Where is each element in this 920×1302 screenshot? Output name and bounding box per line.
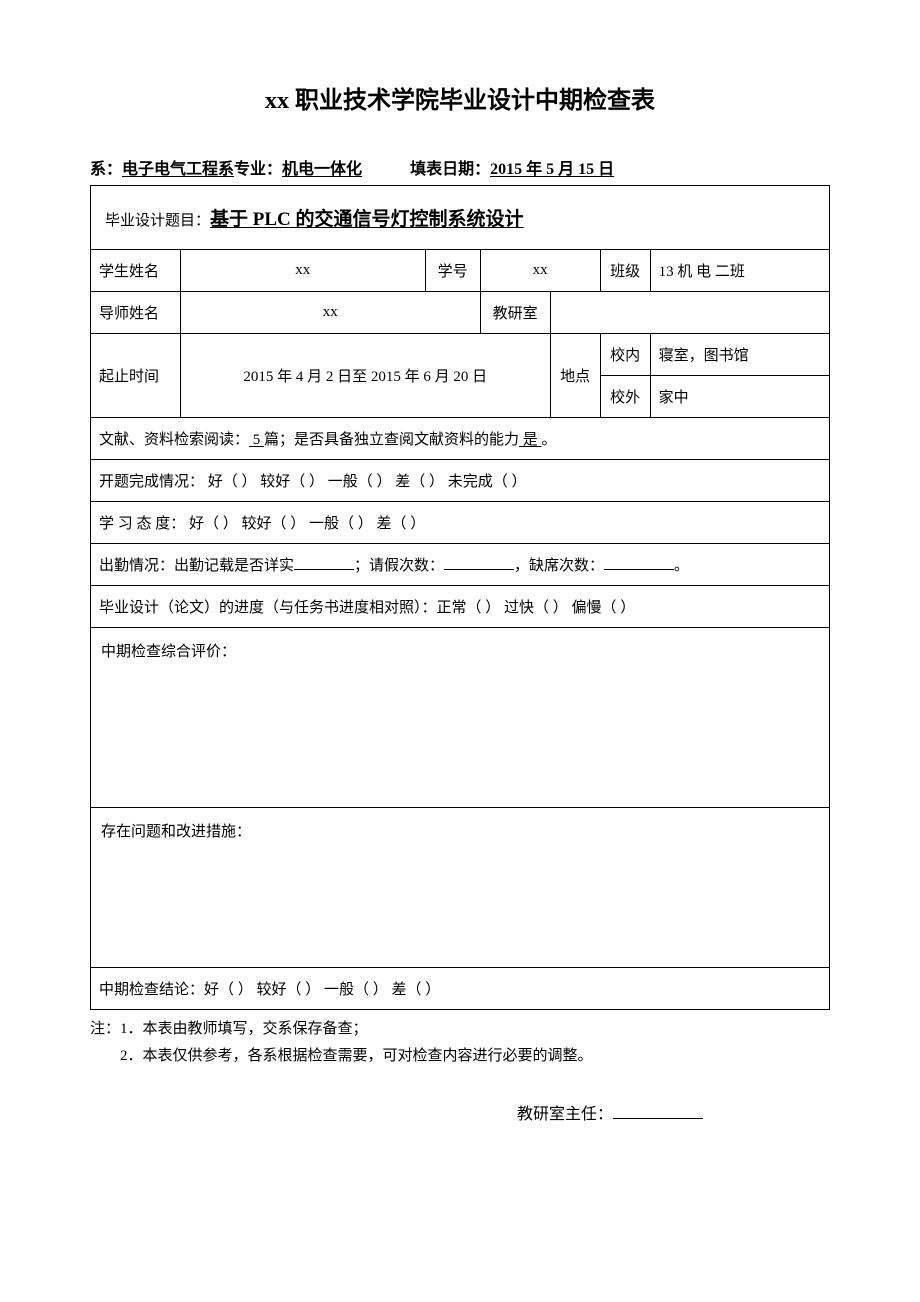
progress-text: 毕业设计（论文）的进度（与任务书进度相对照）：正常（ ） 过快（ ） 偏慢（ ） [91, 586, 830, 628]
oncampus-value: 寝室，图书馆 [650, 334, 829, 376]
major-label: 专业： [234, 161, 282, 178]
date-label: 填表日期： [410, 161, 490, 178]
evaluation-row: 中期检查综合评价： [91, 628, 830, 808]
student-id-value: xx [480, 250, 600, 292]
conclusion-text: 中期检查结论：好（ ） 较好（ ） 一般（ ） 差（ ） [91, 968, 830, 1010]
advisor-name-value: xx [181, 292, 481, 334]
progress-row: 毕业设计（论文）的进度（与任务书进度相对照）：正常（ ） 过快（ ） 偏慢（ ） [91, 586, 830, 628]
form-table: 毕业设计题目：基于 PLC 的交通信号灯控制系统设计 学生姓名 xx 学号 xx… [90, 185, 830, 1010]
offcampus-label: 校外 [600, 376, 650, 418]
date-value: 2015 年 5 月 15 日 [490, 161, 614, 178]
student-name-value: xx [181, 250, 426, 292]
place-label: 地点 [550, 334, 600, 418]
blank-3 [604, 555, 674, 570]
note-2: 2．本表仅供参考，各系根据检查需要，可对检查内容进行必要的调整。 [90, 1043, 830, 1070]
topic-label: 毕业设计题目： [105, 213, 210, 229]
att-p3: ，缺席次数： [514, 558, 604, 574]
issues-text: 存在问题和改进措施： [91, 808, 830, 968]
signature-line: 教研室主任： [90, 1100, 830, 1124]
att-p4: 。 [674, 558, 689, 574]
header-line: 系：电子电气工程系专业：机电一体化 填表日期：2015 年 5 月 15 日 [90, 155, 830, 179]
student-id-label: 学号 [425, 250, 480, 292]
student-name-label: 学生姓名 [91, 250, 181, 292]
opening-row: 开题完成情况： 好（ ） 较好（ ） 一般（ ） 差（ ） 未完成（ ） [91, 460, 830, 502]
notes: 注：1．本表由教师填写，交系保存备查； 2．本表仅供参考，各系根据检查需要，可对… [90, 1016, 830, 1070]
att-p1: 出勤情况：出勤记载是否详实 [99, 558, 294, 574]
signature-blank [613, 1103, 703, 1119]
oncampus-label: 校内 [600, 334, 650, 376]
conclusion-row: 中期检查结论：好（ ） 较好（ ） 一般（ ） 差（ ） [91, 968, 830, 1010]
lit-mid: 篇；是否具备独立查阅文献资料的能力 [264, 432, 519, 448]
time-row-1: 起止时间 2015 年 4 月 2 日至 2015 年 6 月 20 日 地点 … [91, 334, 830, 376]
lit-suffix: 。 [542, 432, 557, 448]
evaluation-text: 中期检查综合评价： [91, 628, 830, 808]
dept-value: 电子电气工程系 [122, 161, 234, 178]
advisor-name-label: 导师姓名 [91, 292, 181, 334]
offcampus-value: 家中 [650, 376, 829, 418]
topic-value: 基于 PLC 的交通信号灯控制系统设计 [210, 209, 524, 230]
attitude-text: 学 习 态 度： 好（ ） 较好（ ） 一般（ ） 差（ ） [91, 502, 830, 544]
issues-row: 存在问题和改进措施： [91, 808, 830, 968]
blank-2 [444, 555, 514, 570]
lit-ability: 是 [519, 432, 542, 448]
lit-prefix: 文献、资料检索阅读： [99, 432, 249, 448]
class-value: 13 机 电 二班 [650, 250, 829, 292]
dept-label: 系： [90, 161, 122, 178]
topic-row: 毕业设计题目：基于 PLC 的交通信号灯控制系统设计 [91, 186, 830, 250]
attendance-row: 出勤情况：出勤记载是否详实 ；请假次数： ，缺席次数： 。 [91, 544, 830, 586]
time-value: 2015 年 4 月 2 日至 2015 年 6 月 20 日 [181, 334, 551, 418]
signature-label: 教研室主任： [517, 1106, 613, 1123]
page-title: xx 职业技术学院毕业设计中期检查表 [90, 80, 830, 115]
advisor-row: 导师姓名 xx 教研室 [91, 292, 830, 334]
class-label: 班级 [600, 250, 650, 292]
literature-row: 文献、资料检索阅读： 5 篇；是否具备独立查阅文献资料的能力 是 。 [91, 418, 830, 460]
att-p2: ；请假次数： [354, 558, 444, 574]
opening-text: 开题完成情况： 好（ ） 较好（ ） 一般（ ） 差（ ） 未完成（ ） [91, 460, 830, 502]
blank-1 [294, 555, 354, 570]
advisor-dept-label: 教研室 [480, 292, 550, 334]
student-row: 学生姓名 xx 学号 xx 班级 13 机 电 二班 [91, 250, 830, 292]
time-label: 起止时间 [91, 334, 181, 418]
note-1: 注：1．本表由教师填写，交系保存备查； [90, 1016, 830, 1043]
advisor-dept-value [550, 292, 829, 334]
attitude-row: 学 习 态 度： 好（ ） 较好（ ） 一般（ ） 差（ ） [91, 502, 830, 544]
major-value: 机电一体化 [282, 161, 362, 178]
lit-count: 5 [249, 432, 264, 448]
